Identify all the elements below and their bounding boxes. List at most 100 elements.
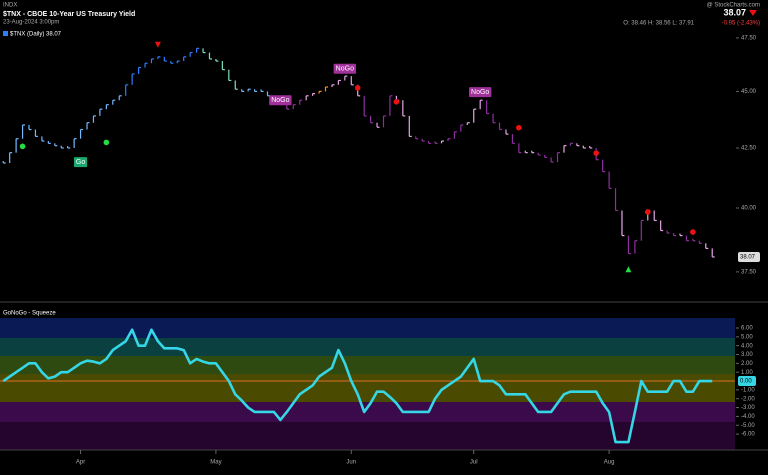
price-bar [28,124,32,131]
price-bar [408,115,412,138]
signal-label: NoGo [471,89,489,96]
price-bar [627,235,631,255]
price-bar [582,145,586,149]
price-bar [640,219,644,241]
price-bar [428,141,432,144]
price-bar [608,171,612,189]
price-bar [21,124,26,139]
y-tick-label: 3.00 [741,352,753,358]
signal-label: NoGo [271,97,289,104]
price-bar [698,240,702,244]
signal-dot [19,143,26,150]
oscillator-line [2,328,713,444]
price-bar [92,115,96,123]
y-tick-label: -1.00 [741,387,755,393]
price-bar [447,138,451,142]
y-tick-label: 42.50 [741,146,757,152]
ohlc: O: 38.46 H: 38.56 L: 37.91 [623,21,694,27]
price-bar [286,104,290,110]
price-bar [15,138,19,153]
price-bar [453,131,457,139]
price-bar [163,56,167,62]
price-bar [260,89,264,93]
price-bar [576,143,580,147]
price-bar [9,152,13,164]
price-bar [253,89,258,93]
price-bar [382,115,387,128]
price-bar [634,240,638,254]
last-box [738,376,756,387]
signal-box [73,157,88,168]
price-bar [621,210,625,237]
y-tick-label: 6.00 [741,326,753,332]
signal-triangle [154,41,161,48]
price-bar [518,143,522,154]
price-bar [685,235,689,242]
price-bar [202,48,206,54]
y-tick-label: -6.00 [741,432,755,438]
price-bar [524,150,528,154]
signal-dot [644,209,651,215]
price-bar [479,99,483,110]
y-tick-label: 1.00 [741,370,753,376]
price-bar [312,93,316,96]
price-bar [266,91,270,97]
price-bar [344,75,348,81]
price-bar [292,104,296,110]
price-bar [569,142,573,146]
legend: $TNX (Daily) 38.07 [10,32,62,38]
band [0,356,735,374]
price-bar [589,145,593,149]
price-bar [170,61,174,64]
y-tick-label: 4.00 [741,343,753,349]
price-bar [660,220,664,232]
last-label: 0.00 [740,379,752,385]
price-bar [389,95,393,116]
price-bar [563,145,567,153]
y-tick-label: -3.00 [741,405,755,411]
price-bar [331,84,335,88]
price-bar [376,122,380,128]
band [0,402,735,422]
price-bar [228,69,232,82]
price-bar [105,104,109,110]
y-tick-label: 40.00 [741,206,757,212]
band [0,422,735,450]
price-bar [157,56,161,59]
x-tick-label: Jul [470,460,478,466]
price-bar [247,88,251,92]
price-bar [434,141,438,144]
signal-dot [516,124,522,131]
band [0,374,735,402]
price-bar [602,159,606,173]
signal-label: Go [76,159,85,166]
price-bar [679,233,683,237]
price-bar [176,60,180,64]
panel-title: GoNoGo - Squeeze [3,311,56,317]
price-bar [550,157,554,163]
price-bar [473,108,477,123]
price-bar [498,122,503,131]
price-bar [705,243,709,250]
price-bar [421,138,425,142]
price-bar [150,58,154,64]
price-bar [337,79,341,85]
signal-box [333,63,357,74]
signal-box [468,87,492,98]
price-bar [505,129,509,135]
price-bar [189,51,193,57]
source: INDX [3,3,17,9]
price-bar [299,99,303,105]
band [0,318,735,338]
signal-dot [393,99,400,105]
title: $TNX - CBOE 10-Year US Treasury Yield [3,11,135,18]
price-bar [34,129,38,138]
price-bar [137,66,142,74]
y-tick-label: 5.00 [741,334,753,340]
price-bar [614,188,619,212]
price-bar [672,233,677,237]
price-bar [86,122,90,130]
y-tick-label: -5.00 [741,423,755,429]
price-bar [99,108,103,116]
